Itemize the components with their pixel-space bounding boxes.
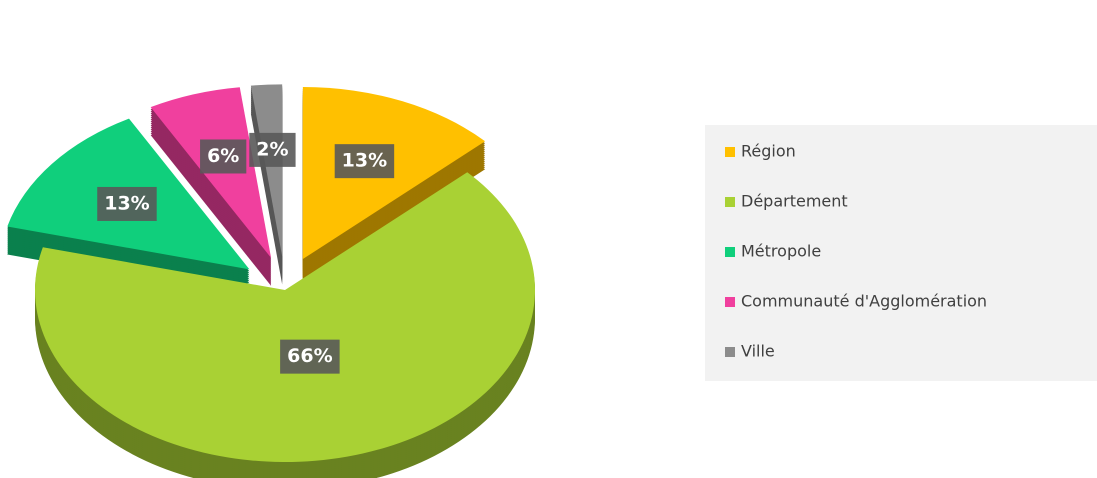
- data-label-text: 2%: [256, 138, 288, 160]
- legend-swatch: [725, 147, 735, 157]
- slice: [250, 84, 283, 257]
- legend-label: Ville: [741, 342, 775, 361]
- legend-swatch: [725, 197, 735, 207]
- legend-label: Métropole: [741, 242, 821, 261]
- slice: [34, 172, 535, 462]
- data-label: 2%: [249, 132, 296, 167]
- data-label-bg: [249, 132, 296, 167]
- legend-swatch: [725, 247, 735, 257]
- data-label-bg: [280, 339, 340, 374]
- legend-label: Région: [741, 142, 796, 161]
- legend-box: [705, 125, 1097, 381]
- data-label: 66%: [280, 339, 340, 374]
- data-label-bg: [334, 144, 395, 179]
- data-label-text: 66%: [287, 345, 332, 367]
- data-label-bg: [97, 186, 157, 221]
- data-label: 13%: [334, 144, 395, 179]
- data-label-bg: [200, 139, 247, 174]
- data-label-text: 6%: [207, 145, 239, 167]
- legend-swatch: [725, 297, 735, 307]
- data-label: 6%: [200, 139, 247, 174]
- legend-label: Communauté d'Agglomération: [741, 292, 987, 311]
- legend-swatch: [725, 347, 735, 357]
- legend-label: Département: [741, 192, 848, 211]
- data-label-text: 13%: [342, 150, 387, 172]
- data-label: 13%: [97, 186, 157, 221]
- data-label-text: 13%: [104, 192, 149, 214]
